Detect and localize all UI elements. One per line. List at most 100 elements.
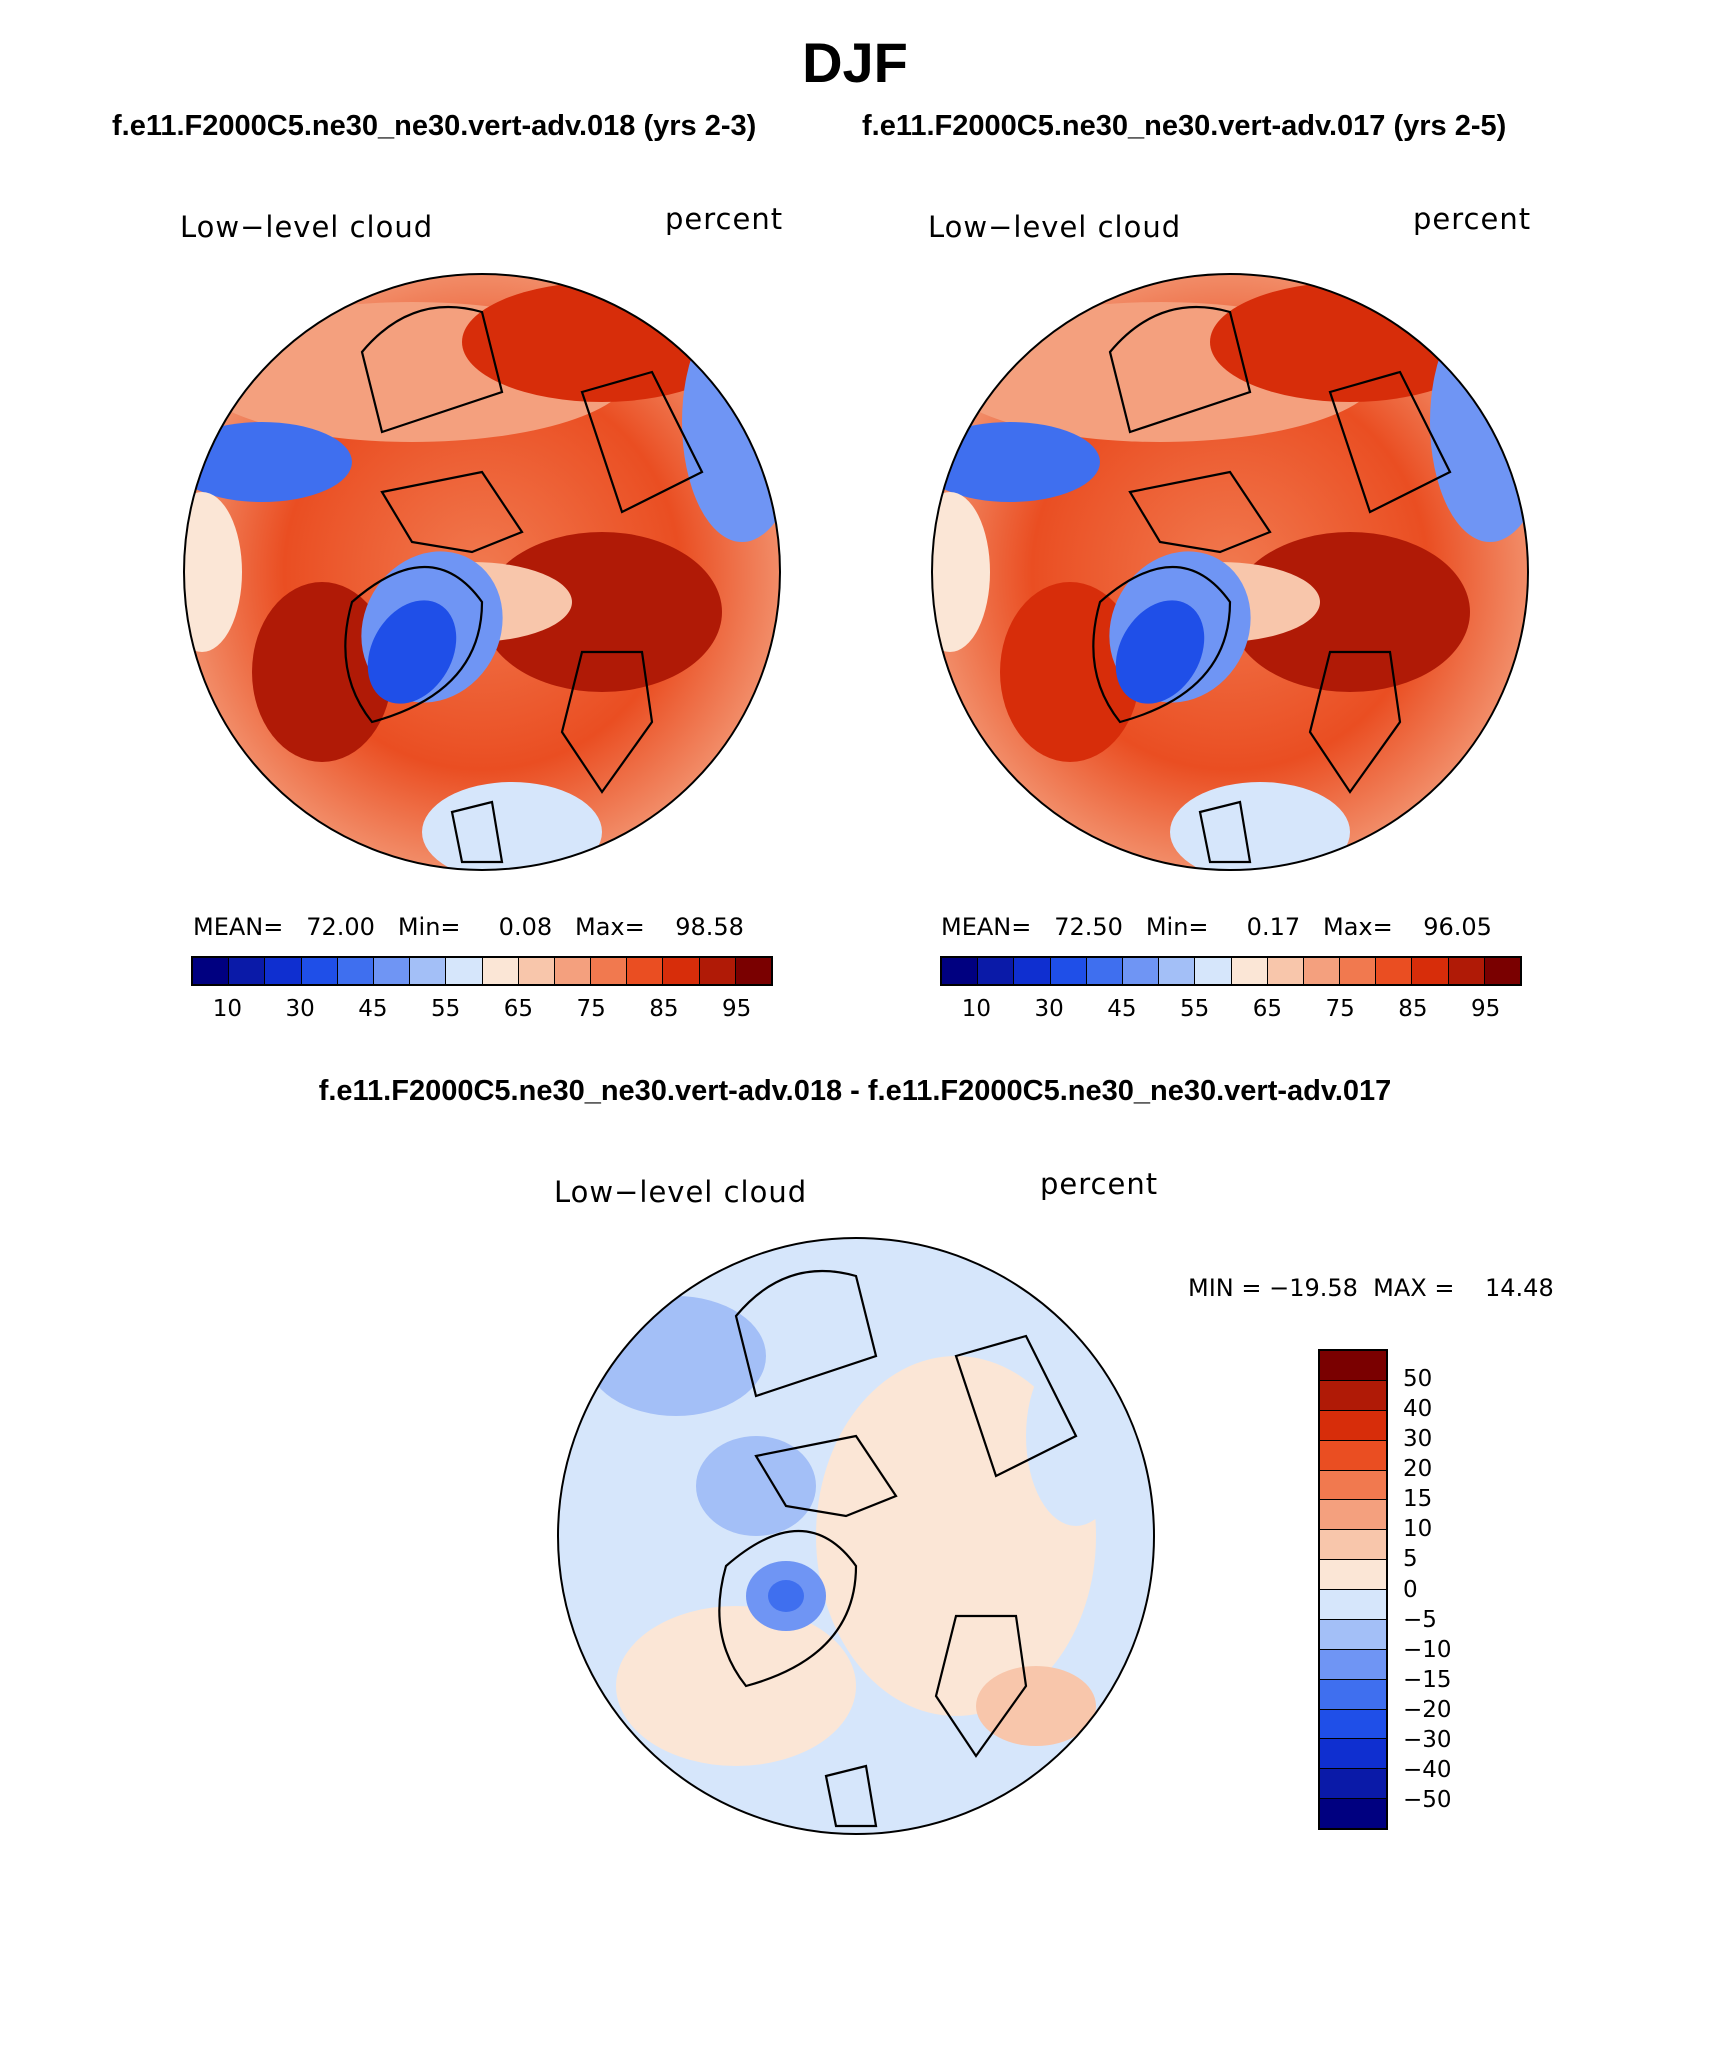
colorbar-tick-label: −40: [1403, 1756, 1452, 1783]
colorbar-panel2: [940, 956, 1522, 986]
colorbar-box: [1320, 1799, 1386, 1828]
cloud-region-low: [682, 302, 780, 542]
colorbar-box: [1231, 958, 1268, 984]
colorbar-tick-label: 30: [1403, 1426, 1433, 1453]
greenland-low-cloud: [1115, 600, 1205, 704]
map-border: [931, 273, 1529, 871]
colorbar-tick-label: 30: [285, 996, 315, 1022]
colorbar-tick-label: 55: [1179, 996, 1210, 1022]
colorbar-tick-label: 40: [1403, 1396, 1433, 1423]
colorbar-box: [1412, 958, 1449, 984]
negative-diff-region: [768, 1580, 804, 1612]
colorbar-tick-label: 45: [358, 996, 388, 1022]
panel1-stats: MEAN= 72.00 Min= 0.08 Max= 98.58: [193, 913, 744, 941]
colorbar-box: [735, 958, 771, 984]
cloud-region-low: [1170, 782, 1350, 870]
colorbar-box: [1320, 1769, 1386, 1800]
colorbar-tick-label: 75: [1325, 996, 1355, 1022]
cloud-region: [184, 492, 242, 652]
cloud-region-low: [1430, 302, 1528, 542]
colorbar-box: [337, 958, 374, 984]
panel1-units: percent: [665, 202, 784, 236]
run-title-left: f.e11.F2000C5.ne30_ne30.vert-adv.018 (yr…: [112, 110, 757, 142]
colorbar-box: [978, 958, 1015, 984]
colorbar-tick-label: −20: [1403, 1696, 1452, 1723]
colorbar-box: [373, 958, 411, 984]
colorbar-panel1: [191, 956, 773, 986]
colorbar-box: [1086, 958, 1123, 984]
colorbar-box: [1320, 1590, 1386, 1620]
colorbar-tick-label: 65: [503, 996, 534, 1022]
colorbar-box: [627, 958, 664, 984]
colorbar-box: [1014, 958, 1051, 984]
colorbar-box: [1340, 958, 1377, 984]
panel1-variable: Low−level cloud: [180, 210, 434, 244]
colorbar-box: [1320, 1619, 1386, 1650]
colorbar-box: [1320, 1679, 1386, 1710]
colorbar-box: [699, 958, 736, 984]
negative-diff-region: [696, 1436, 816, 1536]
season-title: DJF: [802, 31, 908, 94]
colorbar-tick-label: −50: [1403, 1786, 1452, 1813]
colorbar-box: [482, 958, 519, 984]
colorbar-box: [1320, 1440, 1386, 1471]
coastlines: [1092, 305, 1452, 864]
colorbar-box: [591, 958, 628, 984]
cloud-region-high: [1230, 532, 1470, 692]
map-border: [557, 1237, 1155, 1835]
colorbar-box: [1320, 1649, 1386, 1680]
cloud-region-high: [1000, 582, 1140, 762]
colorbar-box: [1320, 1560, 1386, 1590]
colorbar-difference-ticks: 50 40 30 20 15 10 5 0 −5 −10 −15 −20 −30 −40 −50: [1403, 1349, 1483, 1830]
colorbar-box: [1159, 958, 1196, 984]
colorbar-box: [193, 958, 230, 984]
colorbar-tick-label: 0: [1403, 1576, 1418, 1603]
cloud-region: [932, 492, 990, 652]
colorbar-box: [410, 958, 447, 984]
colorbar-tick-label: −5: [1403, 1606, 1437, 1633]
positive-diff-region: [976, 1666, 1096, 1746]
colorbar-tick-label: 10: [961, 996, 992, 1022]
colorbar-tick-label: 15: [1403, 1486, 1433, 1513]
map-border: [183, 273, 781, 871]
map-panel3-difference: [557, 1237, 1155, 1835]
panel2-stats: MEAN= 72.50 Min= 0.17 Max= 96.05: [941, 913, 1492, 941]
colorbar-tick-label: 65: [1252, 996, 1283, 1022]
cloud-region-high: [482, 532, 722, 692]
colorbar-tick-label: 5: [1403, 1546, 1418, 1573]
colorbar-box: [1320, 1351, 1386, 1381]
colorbar-box: [446, 958, 483, 984]
colorbar-box: [301, 958, 338, 984]
colorbar-tick-label: 75: [576, 996, 606, 1022]
colorbar-box: [229, 958, 266, 984]
colorbar-box: [942, 958, 979, 984]
panel3-variable: Low−level cloud: [554, 1175, 808, 1209]
colorbar-tick-label: 95: [721, 996, 752, 1022]
coastlines: [344, 305, 704, 864]
colorbar-tick-label: 10: [212, 996, 243, 1022]
colorbar-box: [518, 958, 555, 984]
colorbar-box: [1320, 1739, 1386, 1770]
colorbar-tick-label: 45: [1107, 996, 1137, 1022]
colorbar-tick-label: 10: [1403, 1516, 1433, 1543]
colorbar-tick-label: −10: [1403, 1636, 1452, 1663]
colorbar-tick-label: 95: [1470, 996, 1501, 1022]
colorbar-box: [1320, 1470, 1386, 1501]
colorbar-panel1-ticks: 10 30 45 55 65 75 85 95: [191, 996, 773, 1026]
positive-diff-region: [616, 1606, 856, 1766]
cloud-region-low: [184, 422, 352, 502]
panel3-units: percent: [1040, 1167, 1159, 1201]
map-panel2: [931, 273, 1529, 871]
colorbar-box: [1320, 1530, 1386, 1561]
colorbar-box: [1376, 958, 1413, 984]
map-panel1: [183, 273, 781, 871]
run-title-right: f.e11.F2000C5.ne30_ne30.vert-adv.017 (yr…: [862, 110, 1507, 142]
colorbar-box: [1320, 1709, 1386, 1740]
panel3-stats: MIN = −19.58 MAX = 14.48: [1188, 1274, 1554, 1302]
colorbar-box: [1303, 958, 1341, 984]
colorbar-box: [554, 958, 592, 984]
coastlines: [718, 1269, 1078, 1828]
colorbar-box: [1122, 958, 1160, 984]
colorbar-box: [1320, 1500, 1386, 1531]
colorbar-tick-label: 20: [1403, 1456, 1433, 1483]
